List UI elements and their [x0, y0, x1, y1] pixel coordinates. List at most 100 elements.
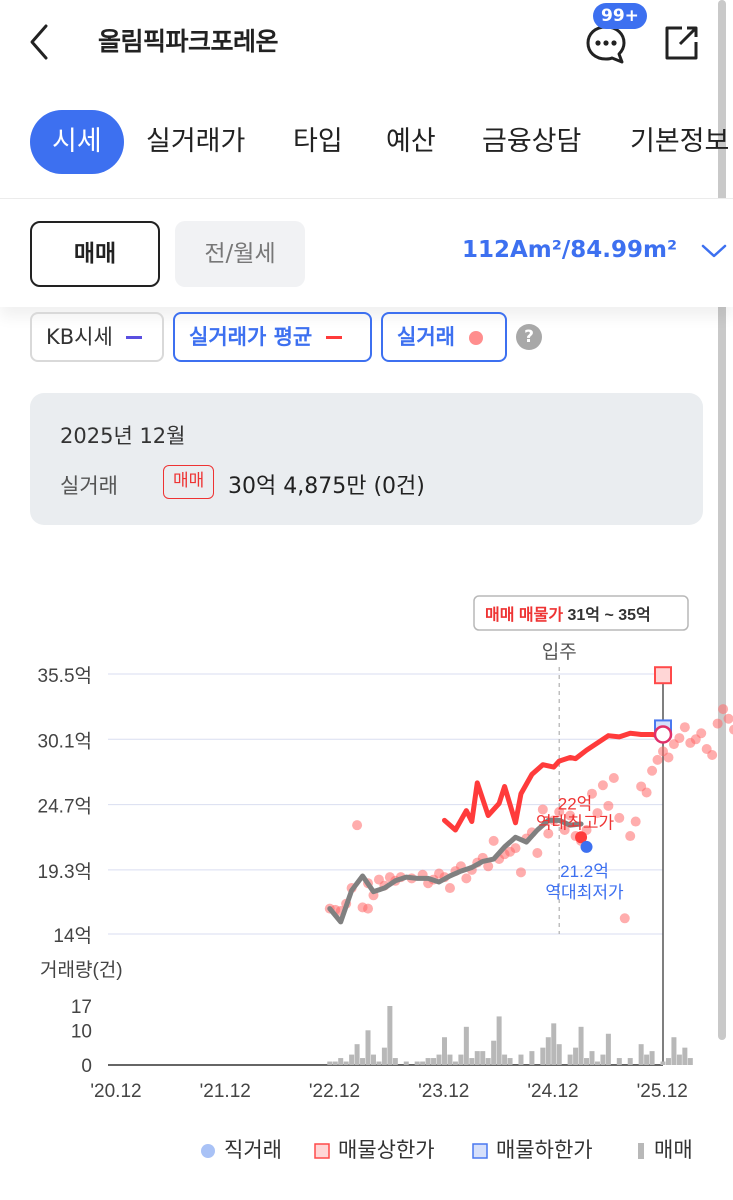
volume-bar [556, 1044, 562, 1065]
high-point [575, 831, 588, 844]
tab-finance[interactable]: 금융상담 [482, 126, 582, 157]
section-tabs: 시세 실거래가 타입 예산 금융상담 기본정보 [0, 96, 733, 188]
chip-kb-label: KB시세 [46, 325, 113, 349]
volume-bar [338, 1058, 344, 1065]
volume-bar [518, 1054, 524, 1065]
legend-upper-price[interactable]: 매물상한가 [314, 1134, 435, 1166]
listing-tooltip [473, 595, 689, 631]
volume-bar [458, 1054, 464, 1065]
volume-bar [682, 1047, 688, 1065]
dot-marker-icon [201, 1144, 215, 1158]
trade-point [712, 718, 723, 729]
volume-bar [387, 1006, 393, 1065]
dot-marker-icon [469, 331, 484, 345]
help-icon[interactable]: ? [516, 324, 542, 350]
volume-bar [507, 1058, 513, 1065]
trade-point [729, 724, 733, 735]
tab-basic-info[interactable]: 기본정보 [630, 126, 730, 157]
volume-bar [365, 1030, 371, 1065]
volume-bar [480, 1051, 486, 1065]
x-tick-label: '20.12 [90, 1081, 141, 1102]
volume-bar [676, 1054, 682, 1065]
volume-bar [660, 1061, 666, 1065]
volume-bar [573, 1047, 579, 1065]
volume-bar [551, 1023, 557, 1065]
volume-bar [332, 1061, 338, 1065]
trade-point [483, 861, 494, 872]
trade-point [444, 883, 455, 894]
volume-bar [441, 1037, 447, 1065]
volume-bar [370, 1054, 376, 1065]
volume-bar [447, 1054, 453, 1065]
tab-budget[interactable]: 예산 [386, 126, 436, 157]
square-marker-icon [314, 1143, 330, 1159]
volume-bar [349, 1054, 355, 1065]
trade-point [565, 810, 576, 821]
chevron-left-icon [30, 24, 48, 60]
volume-bar [540, 1047, 546, 1065]
tabs-divider [0, 198, 733, 199]
trade-point [559, 825, 570, 835]
low-point [580, 840, 593, 853]
tab-real-price[interactable]: 실거래가 [146, 126, 246, 157]
x-tick-label: '22.12 [309, 1081, 360, 1102]
trade-point [363, 903, 374, 914]
trade-point [510, 843, 521, 854]
legend-sale-volume[interactable]: 매매 [636, 1134, 693, 1166]
volume-axis-label: 거래량(건) [40, 959, 123, 981]
trade-point [488, 835, 499, 846]
sale-button[interactable]: 매매 [30, 221, 160, 287]
trade-point [663, 752, 674, 763]
volume-bar [431, 1058, 437, 1065]
legend-lower-price[interactable]: 매물하한가 [472, 1134, 593, 1166]
volume-bar [638, 1044, 644, 1065]
line-marker-icon [325, 336, 342, 339]
volume-bar [529, 1051, 535, 1065]
volume-bar [392, 1058, 398, 1065]
trade-point [597, 780, 608, 791]
volume-bar [414, 1061, 420, 1065]
trade-point [679, 722, 690, 733]
volume-bar [376, 1061, 382, 1065]
high-label: 역대최고가 [536, 813, 615, 832]
bar-marker-icon [638, 1143, 644, 1159]
legend-direct-trade[interactable]: 직거래 [200, 1134, 282, 1166]
trade-point [614, 812, 625, 823]
x-tick-label: '25.12 [637, 1081, 688, 1102]
info-label: 실거래 [60, 474, 118, 498]
trade-point [352, 820, 363, 831]
line-marker-icon [125, 336, 142, 339]
trade-point [641, 787, 652, 798]
chip-real-trade[interactable]: 실거래 [381, 312, 507, 362]
volume-bar [687, 1058, 693, 1065]
trade-point [543, 828, 554, 839]
chat-button[interactable] [584, 22, 628, 66]
chip-avg-price[interactable]: 실거래가 평균 [173, 312, 372, 362]
scrollbar[interactable] [718, 0, 726, 1040]
tab-price[interactable]: 시세 [30, 110, 124, 174]
trade-point [592, 808, 603, 819]
share-button[interactable] [660, 22, 702, 64]
volume-bar [474, 1051, 480, 1065]
trade-point [515, 867, 526, 878]
trade-point [608, 773, 619, 783]
rent-button[interactable]: 전/월세 [175, 221, 305, 287]
back-button[interactable] [22, 20, 58, 64]
trade-point [718, 704, 729, 715]
square-marker-icon [472, 1143, 488, 1159]
trade-type-bar: 매매 전/월세 112Am²/84.99m² [0, 199, 733, 307]
volume-bar [381, 1047, 387, 1065]
trade-point [707, 750, 718, 761]
price-lines [327, 730, 666, 925]
volume-bar [485, 1058, 491, 1065]
volume-bar [627, 1058, 633, 1065]
chip-kb-price[interactable]: KB시세 [30, 312, 164, 362]
tab-type[interactable]: 타입 [293, 126, 343, 157]
volume-bar [605, 1033, 611, 1065]
y-tick-label: 19.3억 [38, 861, 92, 883]
chart-grid [108, 667, 664, 1066]
area-select[interactable]: 112Am²/84.99m² [462, 237, 727, 271]
